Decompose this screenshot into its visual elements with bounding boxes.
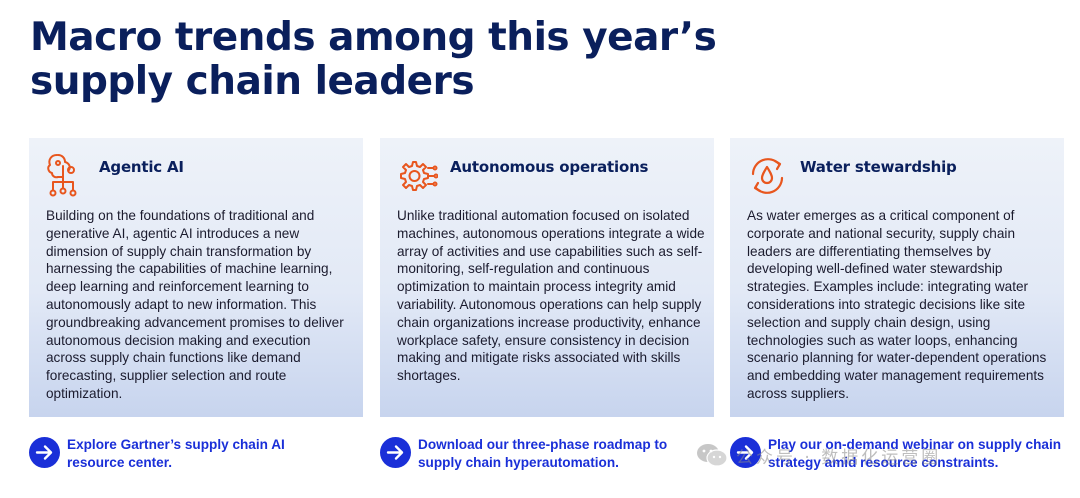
watermark: 公众号 · 数据化运营圈	[696, 438, 941, 472]
card-title: Autonomous operations	[450, 158, 649, 176]
card-title: Agentic AI	[99, 158, 184, 176]
arrow-right-circle-icon	[730, 437, 761, 468]
cta-text: Explore Gartner’s supply chain AI resour…	[67, 437, 285, 470]
card-autonomous-operations: Autonomous operations Unlike traditional…	[380, 138, 714, 417]
gear-circuit-icon	[400, 161, 438, 191]
arrow-right-circle-icon	[380, 437, 411, 468]
explore-ai-resource-center-link[interactable]: Explore Gartner’s supply chain AI resour…	[29, 436, 297, 471]
card-title: Water stewardship	[800, 158, 957, 176]
play-webinar-link[interactable]: Play our on-demand webinar on supply cha…	[730, 436, 1068, 471]
ai-brain-circuit-icon	[47, 154, 77, 197]
card-body: As water emerges as a critical component…	[747, 208, 1047, 401]
card-water-stewardship: Water stewardship As water emerges as a …	[730, 138, 1064, 417]
card-agentic-ai: Agentic AI Building on the foundations o…	[29, 138, 363, 417]
page-title: Macro trends among this year’s supply ch…	[30, 16, 790, 104]
card-body: Unlike traditional automation focused on…	[397, 208, 705, 384]
water-drop-cycle-icon	[751, 158, 784, 194]
cta-text: Download our three-phase roadmap to supp…	[418, 437, 668, 470]
page-title-line-1: Macro trends among this year’s	[30, 15, 717, 60]
download-roadmap-link[interactable]: Download our three-phase roadmap to supp…	[380, 436, 678, 471]
card-body: Building on the foundations of tradition…	[46, 208, 344, 401]
arrow-right-circle-icon	[29, 437, 60, 468]
watermark-text: 公众号 · 数据化运营圈	[736, 447, 942, 468]
page-title-line-2: supply chain leaders	[30, 59, 475, 104]
cta-text: Play our on-demand webinar on supply cha…	[768, 437, 1062, 470]
wechat-icon	[697, 444, 728, 467]
